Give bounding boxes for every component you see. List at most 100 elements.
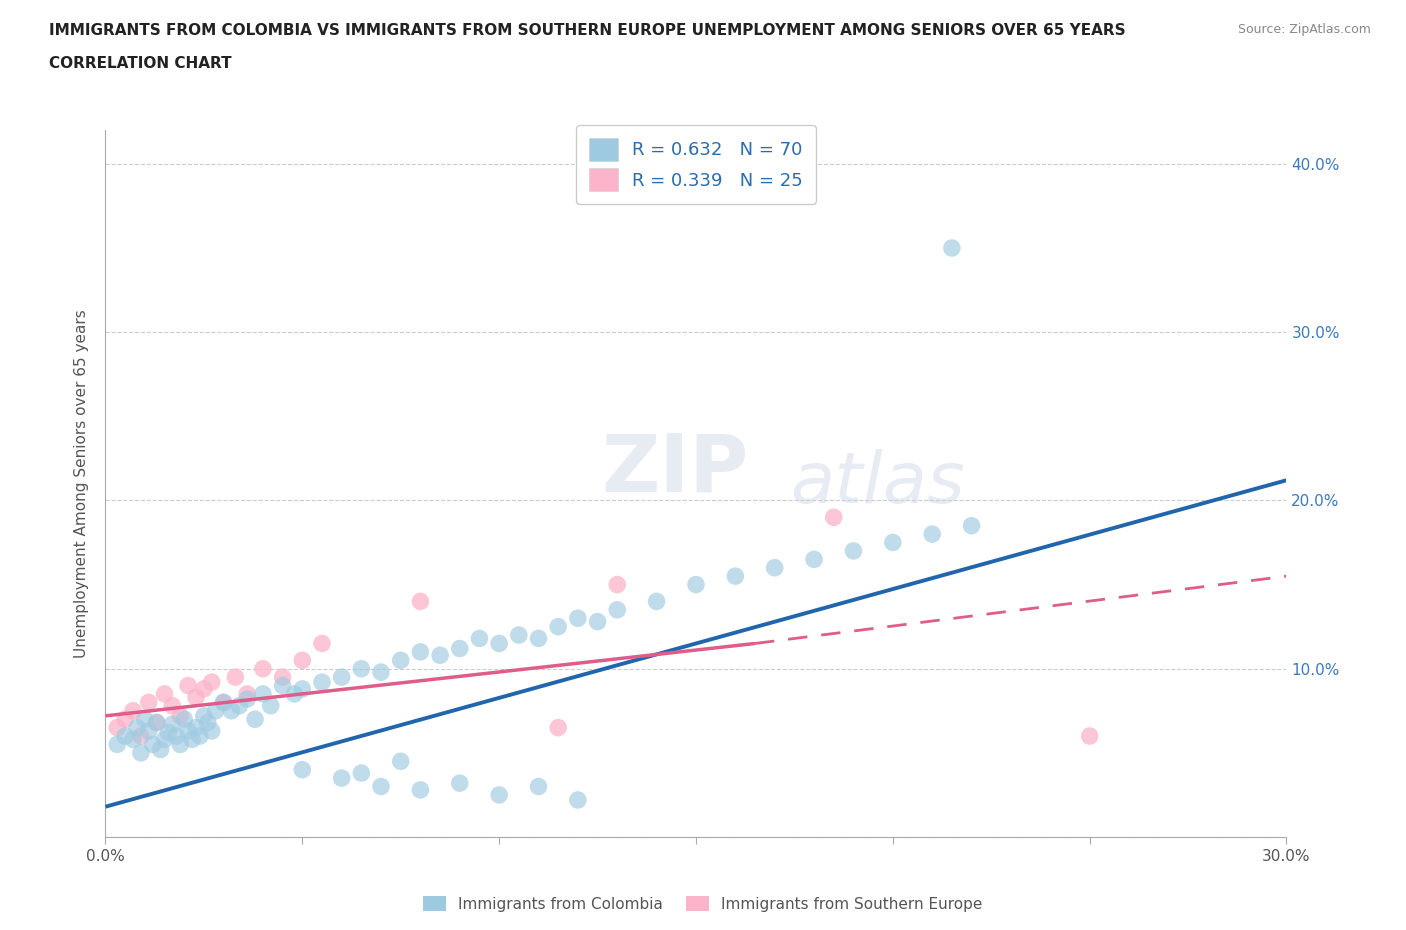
Point — [488, 788, 510, 803]
Point — [803, 551, 825, 566]
Point — [389, 653, 412, 668]
Point — [212, 695, 235, 710]
Point — [193, 682, 215, 697]
Point — [291, 682, 314, 697]
Point — [567, 792, 589, 807]
Point — [149, 742, 172, 757]
Point — [409, 782, 432, 797]
Point — [271, 670, 294, 684]
Point — [129, 746, 152, 761]
Point — [252, 686, 274, 701]
Point — [271, 678, 294, 693]
Point — [291, 653, 314, 668]
Point — [527, 631, 550, 645]
Point — [145, 715, 167, 730]
Point — [567, 611, 589, 626]
Point — [173, 711, 195, 726]
Point — [153, 686, 176, 701]
Point — [685, 578, 707, 592]
Point — [330, 670, 353, 684]
Point — [138, 695, 160, 710]
Point — [162, 717, 184, 732]
Point — [763, 560, 786, 575]
Point — [488, 636, 510, 651]
Point — [409, 594, 432, 609]
Point — [142, 737, 165, 751]
Point — [429, 648, 451, 663]
Point — [283, 686, 305, 701]
Point — [606, 578, 628, 592]
Point — [547, 720, 569, 735]
Text: Source: ZipAtlas.com: Source: ZipAtlas.com — [1237, 23, 1371, 36]
Point — [236, 686, 259, 701]
Point — [184, 720, 207, 735]
Point — [842, 543, 865, 558]
Point — [330, 771, 353, 786]
Point — [138, 724, 160, 738]
Point — [212, 695, 235, 710]
Point — [724, 569, 747, 584]
Point — [129, 728, 152, 743]
Point — [114, 711, 136, 726]
Point — [311, 636, 333, 651]
Point — [350, 661, 373, 676]
Point — [449, 641, 471, 656]
Point — [508, 628, 530, 643]
Point — [243, 711, 266, 726]
Point — [105, 720, 128, 735]
Point — [122, 703, 145, 718]
Point — [193, 709, 215, 724]
Point — [547, 619, 569, 634]
Point — [169, 737, 191, 751]
Text: CORRELATION CHART: CORRELATION CHART — [49, 56, 232, 71]
Point — [882, 535, 904, 550]
Point — [177, 724, 200, 738]
Y-axis label: Unemployment Among Seniors over 65 years: Unemployment Among Seniors over 65 years — [75, 310, 90, 658]
Point — [157, 725, 180, 740]
Point — [645, 594, 668, 609]
Point — [370, 665, 392, 680]
Point — [606, 603, 628, 618]
Point — [823, 510, 845, 525]
Point — [389, 754, 412, 769]
Point — [941, 241, 963, 256]
Point — [125, 720, 148, 735]
Point — [162, 698, 184, 713]
Point — [188, 728, 211, 743]
Point — [921, 526, 943, 541]
Point — [122, 732, 145, 747]
Point — [1078, 728, 1101, 743]
Point — [252, 661, 274, 676]
Point — [221, 703, 243, 718]
Point — [201, 675, 224, 690]
Point — [153, 732, 176, 747]
Point — [527, 779, 550, 794]
Point — [169, 709, 191, 724]
Point — [184, 690, 207, 705]
Point — [145, 715, 167, 730]
Point — [960, 518, 983, 533]
Point — [224, 670, 246, 684]
Point — [409, 644, 432, 659]
Text: atlas: atlas — [790, 449, 965, 518]
Point — [311, 675, 333, 690]
Point — [468, 631, 491, 645]
Text: IMMIGRANTS FROM COLOMBIA VS IMMIGRANTS FROM SOUTHERN EUROPE UNEMPLOYMENT AMONG S: IMMIGRANTS FROM COLOMBIA VS IMMIGRANTS F… — [49, 23, 1126, 38]
Legend: Immigrants from Colombia, Immigrants from Southern Europe: Immigrants from Colombia, Immigrants fro… — [418, 889, 988, 918]
Point — [201, 724, 224, 738]
Point — [134, 711, 156, 726]
Point — [105, 737, 128, 751]
Point — [350, 765, 373, 780]
Point — [260, 698, 283, 713]
Text: ZIP: ZIP — [602, 431, 749, 509]
Point — [236, 692, 259, 707]
Point — [586, 614, 609, 629]
Point — [114, 728, 136, 743]
Point — [181, 732, 204, 747]
Point — [228, 698, 250, 713]
Point — [370, 779, 392, 794]
Point — [197, 715, 219, 730]
Point — [204, 703, 226, 718]
Point — [449, 776, 471, 790]
Point — [291, 763, 314, 777]
